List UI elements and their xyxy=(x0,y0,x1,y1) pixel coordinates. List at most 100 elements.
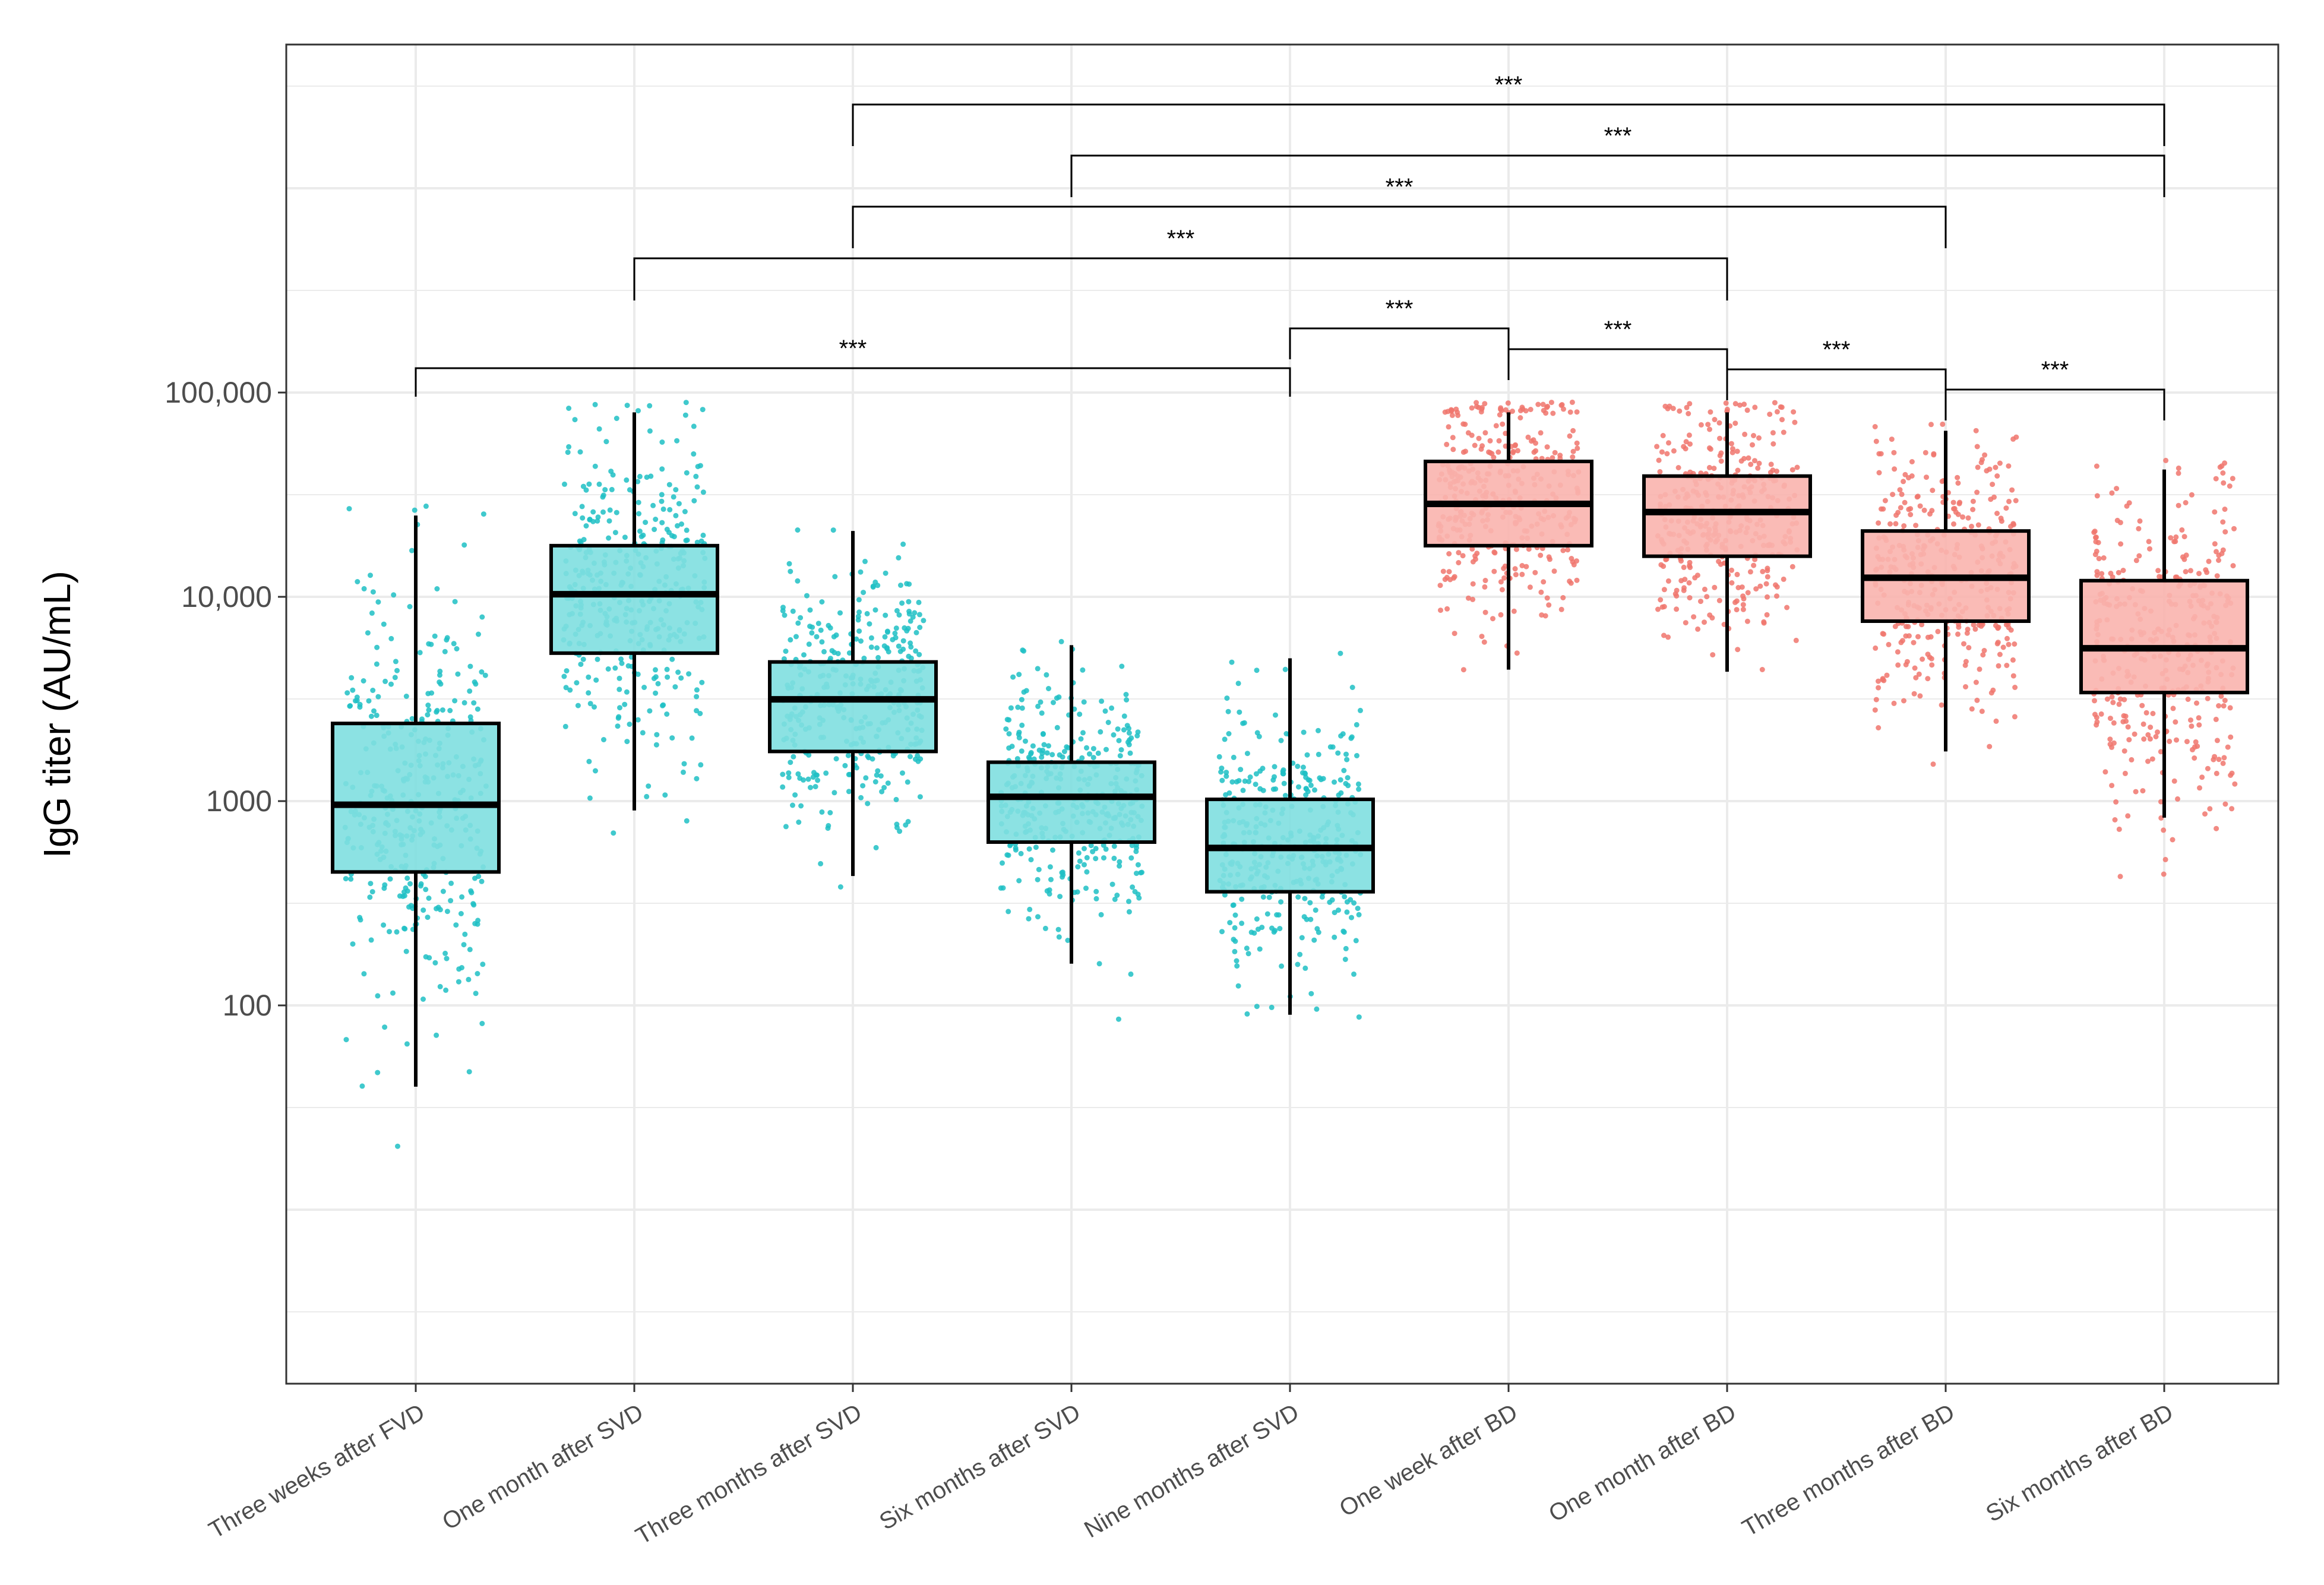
data-point xyxy=(897,648,903,654)
data-point xyxy=(1686,411,1691,416)
data-point xyxy=(432,633,438,639)
data-point xyxy=(587,517,593,523)
data-point xyxy=(1255,926,1261,932)
data-point xyxy=(1453,406,1459,412)
data-point xyxy=(2231,526,2237,532)
data-point xyxy=(480,511,486,517)
data-point xyxy=(1901,479,1906,485)
data-point xyxy=(1951,521,1956,527)
data-point xyxy=(562,481,567,487)
data-point xyxy=(400,893,406,899)
data-point xyxy=(1079,755,1085,761)
data-point xyxy=(1898,505,1904,511)
data-point xyxy=(883,570,889,576)
data-point xyxy=(1474,400,1479,406)
data-point xyxy=(1481,639,1487,645)
data-point xyxy=(1332,910,1338,916)
data-point xyxy=(1966,645,1972,651)
data-point xyxy=(1103,846,1109,852)
data-point xyxy=(881,784,887,790)
data-point xyxy=(651,676,657,681)
data-point xyxy=(455,671,461,677)
data-point xyxy=(1061,749,1067,754)
data-point xyxy=(856,628,862,634)
x-tick-label: Six months after BD xyxy=(1981,1399,2177,1527)
data-point xyxy=(1996,624,2002,630)
data-point xyxy=(2214,770,2219,776)
data-point xyxy=(444,909,450,915)
data-point xyxy=(2137,518,2143,524)
data-point xyxy=(1717,435,1722,441)
data-point xyxy=(804,593,810,599)
data-point xyxy=(2220,760,2226,766)
boxes xyxy=(331,412,2249,1087)
data-point xyxy=(1491,568,1497,574)
data-point xyxy=(616,675,622,681)
data-point xyxy=(1519,571,1525,577)
data-point xyxy=(1710,652,1716,658)
data-point xyxy=(448,898,454,904)
data-point xyxy=(1746,455,1751,461)
data-point xyxy=(885,780,891,786)
data-point xyxy=(1264,911,1270,917)
data-point xyxy=(1971,622,1977,628)
data-point xyxy=(823,770,829,776)
data-point xyxy=(1232,925,1238,931)
data-point xyxy=(875,768,881,774)
data-point xyxy=(659,520,665,526)
data-point xyxy=(866,755,871,761)
data-point xyxy=(1768,461,1774,467)
data-point xyxy=(1048,877,1054,882)
data-point xyxy=(350,941,356,947)
data-point xyxy=(610,472,616,478)
data-point xyxy=(1269,1004,1275,1010)
data-point xyxy=(1791,409,1797,415)
data-point xyxy=(664,711,670,717)
data-point xyxy=(375,993,381,999)
data-point xyxy=(1686,580,1692,586)
data-point xyxy=(682,412,688,418)
data-point xyxy=(2183,500,2189,505)
data-point xyxy=(698,762,704,768)
data-point xyxy=(1050,847,1055,853)
data-point xyxy=(1126,909,1132,915)
data-point xyxy=(1911,640,1917,646)
data-point xyxy=(572,511,578,517)
data-point xyxy=(1687,401,1693,407)
data-point xyxy=(1098,729,1103,735)
data-point xyxy=(476,631,481,637)
data-point xyxy=(1498,405,1504,411)
data-point xyxy=(482,672,488,678)
data-point xyxy=(1035,877,1041,882)
data-point xyxy=(418,881,424,887)
data-point xyxy=(1895,662,1901,668)
data-point xyxy=(2012,714,2018,720)
data-point xyxy=(1295,961,1301,967)
data-point xyxy=(908,618,913,624)
data-point xyxy=(1997,460,2003,466)
data-point xyxy=(1538,589,1544,595)
data-point xyxy=(846,789,852,795)
data-point xyxy=(479,878,485,884)
data-point xyxy=(1784,605,1790,610)
data-point xyxy=(1765,594,1770,600)
data-point xyxy=(375,694,381,700)
data-point xyxy=(1123,692,1129,697)
data-point xyxy=(1558,606,1564,612)
data-point xyxy=(443,987,449,993)
data-point xyxy=(1705,422,1711,428)
data-point xyxy=(382,678,388,684)
data-point xyxy=(1765,565,1770,571)
data-point xyxy=(1740,606,1746,612)
data-point xyxy=(2225,744,2231,750)
data-point xyxy=(792,792,798,798)
data-point xyxy=(1282,666,1288,672)
data-point xyxy=(404,1041,410,1047)
data-point xyxy=(2114,517,2120,523)
data-point xyxy=(2176,465,2181,471)
data-point xyxy=(637,473,643,479)
data-point xyxy=(595,656,600,662)
data-point xyxy=(2008,524,2013,529)
data-point xyxy=(1567,433,1573,439)
data-point xyxy=(1707,612,1713,618)
